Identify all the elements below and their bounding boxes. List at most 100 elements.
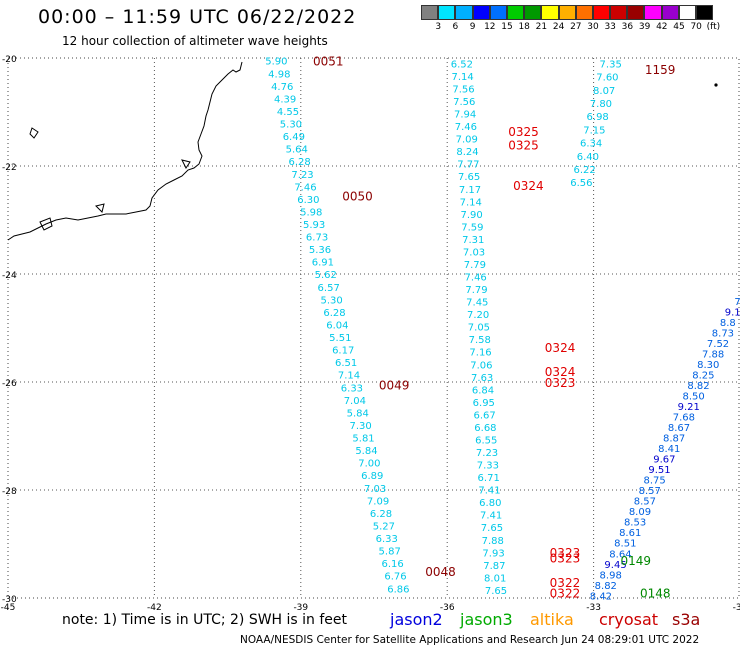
wave-height-value: 6.57 <box>318 283 340 294</box>
wave-height-value: 8.24 <box>456 147 478 158</box>
wave-height-value: 8.82 <box>687 381 709 392</box>
wave-height-value: 5.30 <box>320 295 342 306</box>
lat-tick-label: -20 <box>2 55 17 65</box>
color-scale-label: 27 <box>570 22 582 32</box>
pass-time-labels: 0051115903250325032400500324032403230049… <box>313 55 675 601</box>
wave-height-value: 7.17 <box>459 185 481 196</box>
wave-height-value: 5.87 <box>379 547 401 558</box>
wave-height-value: 7.23 <box>291 170 313 181</box>
wave-height-value: 8.64 <box>609 549 631 560</box>
pass-time-label: 0149 <box>620 554 651 568</box>
color-swatch <box>592 5 611 20</box>
wave-height-value: 7.20 <box>467 310 489 321</box>
wave-height-value: 8.57 <box>639 486 661 497</box>
wave-height-value: 8.8 <box>720 318 736 329</box>
wave-height-value: 5.64 <box>286 145 308 156</box>
pass-time-label: 0048 <box>425 565 456 579</box>
wave-height-value: 8.07 <box>593 86 615 97</box>
wave-height-value: 7.88 <box>482 536 504 547</box>
wave-height-value: 6.86 <box>387 584 409 595</box>
wave-height-value: 7.05 <box>468 323 490 334</box>
wave-height-value: 7.33 <box>477 461 499 472</box>
wave-height-value: 7.56 <box>453 97 475 108</box>
wave-height-value: 8.50 <box>683 392 705 403</box>
wave-height-value: 6.28 <box>323 308 345 319</box>
pass-time-label: 0324 <box>513 179 544 193</box>
wave-height-value: 6.95 <box>473 398 495 409</box>
color-scale-label: 39 <box>638 22 651 32</box>
color-swatch <box>678 5 696 20</box>
wave-height-value: 8.42 <box>590 591 612 602</box>
wave-height-value: 6.33 <box>376 534 398 545</box>
wave-height-value: 7.46 <box>455 122 477 133</box>
wave-height-value: 7.09 <box>367 496 389 507</box>
wave-height-value: 8.09 <box>629 507 651 518</box>
pass-time-label: 0325 <box>508 125 539 139</box>
wave-height-value: 6.52 <box>451 59 473 70</box>
wave-height-value: 7.93 <box>482 548 504 559</box>
wave-height-value: 7.03 <box>364 484 386 495</box>
wave-height-value: 6.80 <box>479 498 501 509</box>
pass-time-label: 0049 <box>379 379 410 393</box>
color-scale-label: 45 <box>673 22 685 32</box>
pass-time-label: 0051 <box>313 55 344 69</box>
wave-height-value: 6.49 <box>283 132 305 143</box>
wave-height-value: 7.04 <box>344 396 366 407</box>
pass-time-label: 0325 <box>508 138 539 152</box>
wave-height-value: 4.98 <box>268 69 290 80</box>
color-swatch <box>661 5 679 20</box>
wave-height-value: 6.71 <box>478 473 500 484</box>
wave-height-value: 7 <box>734 297 740 308</box>
wave-height-value: 7.03 <box>463 247 485 258</box>
color-swatch <box>472 5 490 20</box>
lon-tick-label: -33 <box>586 603 601 613</box>
wave-height-value: 8.75 <box>643 476 665 487</box>
color-scale-label: 42 <box>656 22 668 32</box>
wave-height-value: 6.33 <box>341 383 363 394</box>
wave-height-value: 7.94 <box>454 110 476 121</box>
wave-height-value: 7.14 <box>338 371 360 382</box>
page-title: 00:00 – 11:59 UTC 06/22/2022 <box>38 6 357 28</box>
wave-height-value: 5.51 <box>329 333 351 344</box>
pass-time-label: 0323 <box>545 376 576 390</box>
wave-height-value: 6.34 <box>580 139 602 150</box>
wave-height-value: 9.21 <box>678 402 700 413</box>
wave-height-value: 7.14 <box>460 197 482 208</box>
wave-height-value: 7.80 <box>590 99 612 110</box>
lon-tick-label: -42 <box>147 603 162 613</box>
legend-s3a: s3a <box>672 610 701 629</box>
altimeter-tracks: 5.904.984.764.394.555.306.495.646.287.23… <box>265 57 740 603</box>
wave-height-value: 7.16 <box>469 348 491 359</box>
legend-jason3: jason3 <box>460 610 513 629</box>
legend-cryosat: cryosat <box>599 610 659 629</box>
wave-height-value: 5.84 <box>355 446 377 457</box>
footnote: note: 1) Time is in UTC; 2) SWH is in fe… <box>62 612 348 628</box>
wave-height-value: 8.41 <box>658 444 680 455</box>
wave-height-value: 7.45 <box>466 298 488 309</box>
wave-height-value: 8.25 <box>692 371 714 382</box>
wave-height-value: 5.90 <box>265 57 287 68</box>
wave-height-value: 8.61 <box>619 528 641 539</box>
color-swatch <box>644 5 662 20</box>
wave-height-value: 5.30 <box>280 120 302 131</box>
wave-height-value: 6.16 <box>381 559 403 570</box>
wave-height-value: 7.77 <box>457 160 479 171</box>
wave-height-value: 4.39 <box>274 94 296 105</box>
wave-height-value: 6.28 <box>289 157 311 168</box>
wave-height-value: 8.57 <box>634 497 656 508</box>
lat-tick-label: -24 <box>2 271 17 281</box>
wave-height-value: 7.00 <box>358 459 380 470</box>
page-subtitle: 12 hour collection of altimeter wave hei… <box>62 34 328 48</box>
lon-tick-label: -36 <box>440 603 455 613</box>
wave-height-value: 6.89 <box>361 471 383 482</box>
island-dot <box>714 83 718 87</box>
pass-time-label: 0322 <box>550 576 581 590</box>
color-swatch <box>489 5 507 20</box>
wave-height-value: 5.62 <box>315 270 337 281</box>
wave-height-value: 9.51 <box>648 465 670 476</box>
wave-height-value: 8.67 <box>668 423 690 434</box>
wave-height-value: 7.31 <box>462 235 484 246</box>
wave-height-value: 6.91 <box>312 258 334 269</box>
wave-height-value: 6.84 <box>472 385 494 396</box>
